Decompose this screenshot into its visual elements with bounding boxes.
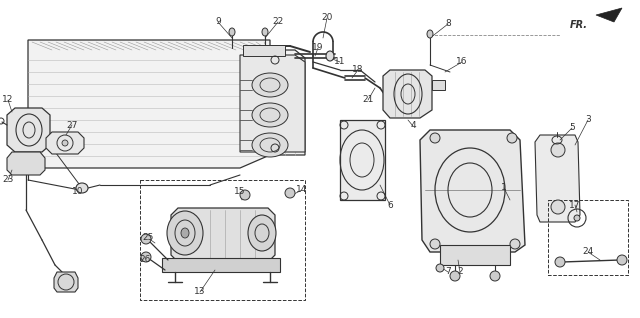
- Text: 4: 4: [410, 121, 416, 130]
- Polygon shape: [440, 245, 510, 265]
- Polygon shape: [28, 40, 305, 168]
- Text: 2: 2: [457, 267, 463, 276]
- Polygon shape: [7, 108, 50, 152]
- Polygon shape: [240, 55, 305, 152]
- Text: 8: 8: [445, 19, 451, 29]
- Polygon shape: [596, 8, 622, 22]
- Polygon shape: [7, 152, 45, 175]
- Polygon shape: [340, 120, 385, 200]
- Ellipse shape: [252, 103, 288, 127]
- Ellipse shape: [551, 143, 565, 157]
- Ellipse shape: [262, 28, 268, 36]
- Ellipse shape: [252, 133, 288, 157]
- Ellipse shape: [181, 228, 189, 238]
- Polygon shape: [432, 80, 445, 90]
- Text: 24: 24: [582, 247, 594, 257]
- Ellipse shape: [430, 239, 440, 249]
- Polygon shape: [420, 130, 525, 252]
- Text: 17: 17: [569, 201, 580, 210]
- Ellipse shape: [510, 239, 520, 249]
- Text: 21: 21: [362, 95, 374, 105]
- Ellipse shape: [252, 73, 288, 97]
- Polygon shape: [535, 135, 580, 222]
- Text: 25: 25: [142, 233, 154, 243]
- Ellipse shape: [490, 271, 500, 281]
- Ellipse shape: [551, 200, 565, 214]
- Text: 20: 20: [321, 13, 333, 23]
- Polygon shape: [46, 132, 84, 154]
- Text: 15: 15: [234, 188, 246, 197]
- Text: 12: 12: [3, 95, 13, 105]
- Ellipse shape: [141, 252, 151, 262]
- Text: 14: 14: [296, 185, 308, 195]
- Polygon shape: [243, 45, 285, 56]
- Ellipse shape: [141, 234, 151, 244]
- Text: 9: 9: [215, 17, 221, 26]
- Polygon shape: [162, 258, 280, 272]
- Text: 10: 10: [72, 188, 84, 197]
- Ellipse shape: [436, 264, 444, 272]
- Text: 3: 3: [585, 115, 591, 125]
- Text: 1: 1: [501, 183, 507, 192]
- Ellipse shape: [430, 133, 440, 143]
- Text: FR.: FR.: [570, 20, 588, 30]
- Ellipse shape: [229, 28, 235, 36]
- Text: 13: 13: [195, 287, 205, 296]
- Text: 5: 5: [569, 123, 575, 133]
- Ellipse shape: [240, 190, 250, 200]
- Ellipse shape: [450, 271, 460, 281]
- Text: 11: 11: [334, 58, 346, 66]
- Text: 18: 18: [352, 66, 364, 74]
- Text: 19: 19: [312, 44, 324, 52]
- Text: 6: 6: [387, 201, 393, 210]
- Ellipse shape: [507, 133, 517, 143]
- Ellipse shape: [62, 140, 68, 146]
- Text: 16: 16: [456, 58, 468, 66]
- Ellipse shape: [167, 211, 203, 255]
- Ellipse shape: [326, 51, 334, 61]
- Ellipse shape: [248, 215, 276, 251]
- Polygon shape: [383, 70, 432, 118]
- Ellipse shape: [574, 215, 580, 221]
- Text: 23: 23: [3, 176, 13, 184]
- Text: 22: 22: [273, 17, 284, 26]
- Ellipse shape: [617, 255, 627, 265]
- Ellipse shape: [427, 30, 433, 38]
- Ellipse shape: [76, 183, 88, 193]
- Polygon shape: [54, 272, 78, 292]
- Text: 7: 7: [445, 267, 451, 276]
- Ellipse shape: [285, 188, 295, 198]
- Text: 26: 26: [140, 255, 150, 265]
- Polygon shape: [171, 208, 275, 262]
- Ellipse shape: [555, 257, 565, 267]
- Text: 27: 27: [67, 121, 77, 129]
